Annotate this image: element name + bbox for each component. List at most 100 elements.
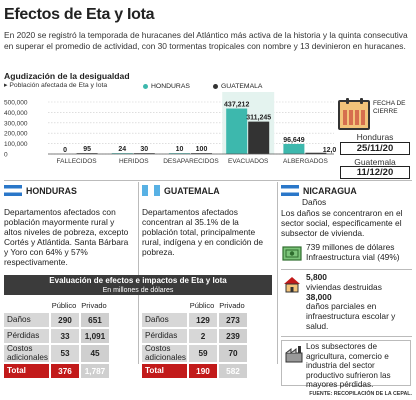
guatemala-header: GUATEMALA	[142, 185, 220, 196]
x-tick-label: ALBERGADOS	[283, 158, 328, 165]
data-label: 10	[176, 146, 184, 153]
data-label: 24	[118, 146, 126, 153]
cell-private: 582	[217, 364, 247, 378]
chart-title: Agudización de la desigualdad	[4, 71, 130, 81]
factory-icon	[285, 346, 303, 363]
legend-swatch-guatemala	[213, 84, 218, 89]
nicaragua-item-productive: Los subsectores de agricultura, comercio…	[306, 342, 391, 390]
intro-text: En 2020 se registró la temporada de hura…	[4, 30, 408, 51]
data-label: 95	[83, 146, 91, 153]
cell-public: 53	[49, 345, 79, 362]
row-label: Daños	[142, 313, 187, 327]
guatemala-flag-icon	[142, 185, 160, 196]
cell-private: 651	[79, 313, 109, 327]
divider	[277, 182, 278, 364]
honduras-text: Departamentos afectados con población ma…	[4, 207, 129, 267]
money-icon	[282, 246, 302, 261]
row-label: Total	[142, 364, 187, 378]
nicaragua-text: Los daños se concentraron en el sector s…	[281, 208, 403, 238]
x-tick-label: HERIDOS	[119, 158, 149, 165]
cell-private: 273	[217, 313, 247, 327]
table-row: Costos adicionales 59 70	[142, 344, 247, 362]
col-header-private: Privado	[219, 300, 245, 310]
y-tick-label: 500,000	[4, 100, 28, 107]
y-tick-label: 200,000	[4, 131, 28, 138]
cell-private: 70	[217, 345, 247, 362]
col-header-private: Privado	[81, 300, 107, 310]
closing-date-box: FECHA DE CIERRE Honduras 25/11/20 Guatem…	[336, 98, 414, 206]
data-label: 0	[63, 147, 67, 154]
data-label: 96,649	[283, 137, 305, 144]
bar-chart: 500,000 400,000 300,000 200,000 100,000 0 0 95 F…	[4, 92, 336, 165]
guatemala-text: Departamentos afectados concentran al 35…	[142, 207, 264, 257]
table-row: Daños 129 273	[142, 313, 247, 327]
bar-guatemala	[248, 121, 270, 154]
data-label: 311,245	[246, 115, 271, 122]
divider	[138, 182, 139, 364]
nicaragua-subtitle: Daños	[302, 197, 327, 207]
cell-private: 239	[217, 329, 247, 343]
bar-guatemala	[305, 152, 327, 154]
bar-honduras	[283, 143, 305, 154]
data-label: 437,212	[224, 102, 249, 109]
closing-date-guatemala: 11/12/20	[340, 166, 410, 179]
legend-honduras: HONDURAS	[143, 83, 190, 90]
bar-honduras	[226, 108, 248, 154]
cell-public: 2	[187, 329, 217, 343]
nicaragua-rule	[281, 269, 412, 270]
cell-private: 1,787	[79, 364, 109, 378]
row-label: Pérdidas	[142, 329, 187, 343]
table-row: Pérdidas 2 239	[142, 329, 247, 343]
chart-ylabel: ▸ Población afectada de Eta y Iota	[4, 82, 108, 89]
section-rule	[4, 180, 412, 181]
data-label: 30	[140, 146, 148, 153]
nicaragua-productive-box: Los subsectores de agricultura, comercio…	[281, 340, 411, 389]
cell-public: 290	[49, 313, 79, 327]
row-label: Pérdidas	[4, 329, 49, 343]
x-tick-label: DESAPARECIDOS	[163, 158, 219, 165]
x-tick-label: EVACUADOS	[228, 158, 269, 165]
cell-private: 1,091	[79, 329, 109, 343]
honduras-header: HONDURAS	[4, 185, 77, 196]
legend-swatch-honduras	[143, 84, 148, 89]
table-row: Costos adicionales 53 45	[4, 344, 109, 362]
y-tick-label: 100,000	[4, 141, 28, 148]
cell-public: 33	[49, 329, 79, 343]
x-tick-label: FALLECIDOS	[57, 158, 98, 165]
nicaragua-flag-icon	[281, 185, 299, 196]
page-title: Efectos de Eta y Iota	[4, 6, 155, 23]
cell-private: 45	[79, 345, 109, 362]
row-label: Total	[4, 364, 49, 378]
y-tick-label: 400,000	[4, 110, 28, 117]
table-row: Pérdidas 33 1,091	[4, 329, 109, 343]
closing-date-honduras: 25/11/20	[340, 142, 410, 155]
cell-public: 59	[187, 345, 217, 362]
nicaragua-rule	[281, 336, 412, 337]
col-header-public: Público	[51, 300, 77, 310]
data-label: 100	[196, 146, 208, 153]
table-row: Daños 290 651	[4, 313, 109, 327]
table-row: Total 376 1,787	[4, 364, 109, 378]
source-note: FUENTE: RECOPILACIÓN DE LA CEPAL.	[309, 391, 412, 397]
table-honduras: Público Privado Daños 290 651 Pérdidas 33 1,0…	[4, 297, 109, 380]
closing-country-honduras: Honduras	[356, 132, 394, 142]
cell-public: 190	[187, 364, 217, 378]
nicaragua-item-housing: 5,800 viviendas destruidas 38,000 daños …	[306, 272, 396, 331]
y-tick-label: 300,000	[4, 120, 28, 127]
col-header-public: Público	[189, 300, 215, 310]
nicaragua-item-roads: 739 millones de dólares Infraestructura …	[306, 242, 400, 262]
data-label: 12,081	[323, 147, 336, 154]
row-label: Costos adicionales	[4, 344, 49, 362]
table-guatemala: Público Privado Daños 129 273 Pérdidas 2 239 C…	[142, 297, 247, 380]
honduras-flag-icon	[4, 185, 22, 196]
closing-date-label: FECHA DE CIERRE	[373, 100, 406, 115]
table-row: Total 190 582	[142, 364, 247, 378]
house-icon	[284, 277, 300, 293]
cell-public: 376	[49, 364, 79, 378]
y-tick-label: 0	[4, 152, 8, 159]
nicaragua-header: NICARAGUA	[281, 185, 357, 196]
table-title: Evaluación de efectos e impactos de Eta …	[4, 275, 272, 295]
cell-public: 129	[187, 313, 217, 327]
row-label: Daños	[4, 313, 49, 327]
legend-guatemala: GUATEMALA	[213, 83, 262, 90]
